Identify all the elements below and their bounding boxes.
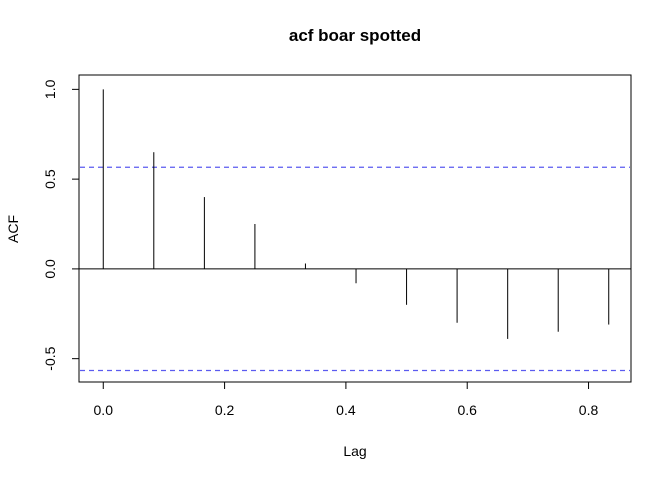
x-tick-label: 0.8 [579, 402, 599, 418]
y-axis: -0.5 0.0 0.5 1.0 [42, 79, 80, 371]
y-axis-label: ACF [5, 215, 21, 243]
y-tick-label: 0.5 [42, 169, 58, 189]
acf-spikes [102, 89, 610, 339]
x-tick-label: 0.4 [336, 402, 356, 418]
y-tick-label: 1.0 [42, 79, 58, 99]
confidence-bounds [80, 166, 630, 372]
x-tick-label: 0.2 [215, 402, 235, 418]
y-tick-label: 0.0 [42, 259, 58, 279]
plot-frame [78, 74, 632, 383]
x-tick-label: 0.0 [94, 402, 114, 418]
chart-title: acf boar spotted [289, 26, 421, 45]
x-axis-label: Lag [343, 443, 366, 459]
x-tick-label: 0.6 [457, 402, 477, 418]
x-axis: 0.0 0.2 0.4 0.6 0.8 [94, 381, 599, 418]
y-tick-label: -0.5 [42, 346, 58, 370]
